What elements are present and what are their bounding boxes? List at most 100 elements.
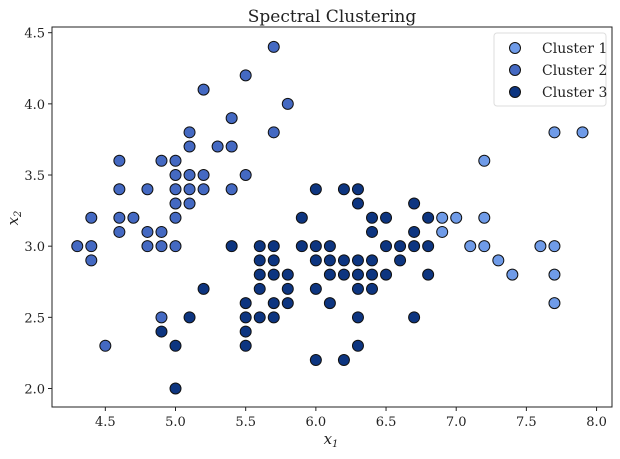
data-point-cluster-2 [197,83,210,96]
data-point-cluster-3 [225,240,238,253]
data-point-cluster-2 [197,183,210,196]
data-point-cluster-2 [113,183,126,196]
data-point-cluster-3 [366,225,378,238]
data-point-cluster-3 [337,254,350,267]
legend-label: Cluster 1 [542,41,607,57]
data-point-cluster-3 [169,339,182,352]
x-tick-label: 7.0 [446,415,467,430]
legend-marker-cluster-2 [509,64,521,76]
data-point-cluster-1 [436,211,449,224]
data-point-cluster-1 [436,225,449,238]
data-point-cluster-2 [183,126,196,139]
data-point-cluster-2 [211,140,224,153]
data-point-cluster-3 [337,183,350,196]
data-point-cluster-1 [506,268,519,281]
data-point-cluster-3 [309,282,322,295]
data-point-cluster-3 [309,354,322,367]
x-axis-label: x1 [324,430,339,450]
chart-title: Spectral Clustering [248,7,417,27]
data-point-cluster-3 [366,254,378,267]
x-tick-label: 6.0 [306,415,327,430]
data-point-cluster-3 [408,197,421,210]
data-point-cluster-1 [548,268,561,281]
data-point-cluster-2 [169,154,182,167]
plot-frame [51,26,613,408]
legend-label: Cluster 2 [542,63,607,79]
data-point-cluster-2 [239,169,252,182]
data-point-cluster-3 [408,240,421,253]
y-axis-label: x2 [4,211,24,226]
data-point-cluster-3 [323,240,336,253]
data-point-cluster-2 [141,225,154,238]
y-tick-label: 3.5 [24,169,45,184]
data-point-cluster-1 [478,211,491,224]
data-point-cluster-3 [197,282,210,295]
data-point-cluster-2 [155,225,168,238]
data-point-cluster-2 [85,240,98,253]
data-point-cluster-2 [281,97,294,110]
data-point-cluster-3 [267,268,280,281]
data-point-cluster-3 [253,282,266,295]
data-point-cluster-3 [351,282,364,295]
data-point-cluster-2 [225,183,238,196]
data-point-cluster-3 [323,297,336,310]
legend-label: Cluster 3 [542,85,607,101]
data-point-cluster-2 [99,339,112,352]
data-point-cluster-2 [183,140,196,153]
data-point-cluster-3 [380,268,393,281]
data-point-cluster-3 [267,311,280,324]
data-point-cluster-3 [380,240,393,253]
data-point-cluster-2 [141,183,154,196]
data-point-cluster-3 [281,268,294,281]
data-point-cluster-2 [267,40,280,53]
data-point-cluster-2 [113,211,126,224]
data-point-cluster-1 [450,211,463,224]
data-point-cluster-3 [366,282,378,295]
data-point-cluster-3 [309,183,322,196]
data-point-cluster-3 [323,268,336,281]
data-point-cluster-2 [127,211,140,224]
data-point-cluster-1 [478,154,491,167]
data-point-cluster-3 [337,268,350,281]
legend-marker-cluster-3 [509,86,521,98]
data-point-cluster-2 [239,69,252,82]
data-point-cluster-2 [85,211,98,224]
data-point-cluster-3 [281,297,294,310]
data-point-cluster-3 [394,240,407,253]
data-point-cluster-3 [394,254,407,267]
data-point-cluster-2 [141,240,154,253]
y-tick-label: 2.5 [24,311,45,326]
data-point-cluster-3 [295,240,308,253]
data-point-cluster-3 [169,382,182,395]
data-point-cluster-2 [183,183,196,196]
legend-marker-cluster-1 [509,42,521,54]
data-point-cluster-2 [155,154,168,167]
x-tick-label: 7.5 [516,415,537,430]
data-point-cluster-2 [183,169,196,182]
data-point-cluster-3 [351,183,364,196]
data-point-cluster-3 [239,325,252,338]
y-tick-label: 4.5 [24,27,45,42]
data-point-cluster-2 [155,311,168,324]
data-point-cluster-3 [351,311,364,324]
y-tick-label: 4.0 [24,98,45,113]
data-point-cluster-3 [253,240,266,253]
data-point-cluster-3 [309,254,322,267]
data-point-cluster-3 [351,197,364,210]
data-point-cluster-3 [408,311,421,324]
data-point-cluster-3 [155,325,168,338]
data-point-cluster-3 [422,240,435,253]
data-point-cluster-3 [351,268,364,281]
data-point-cluster-3 [366,211,378,224]
data-point-cluster-2 [71,240,84,253]
data-point-cluster-3 [380,211,393,224]
data-point-cluster-2 [113,225,126,238]
x-tick-label: 5.5 [235,415,256,430]
data-point-cluster-3 [337,354,350,367]
data-point-cluster-2 [183,197,196,210]
data-point-cluster-1 [548,126,561,139]
data-point-cluster-3 [267,297,280,310]
data-point-cluster-2 [155,240,168,253]
data-point-cluster-3 [183,311,196,324]
